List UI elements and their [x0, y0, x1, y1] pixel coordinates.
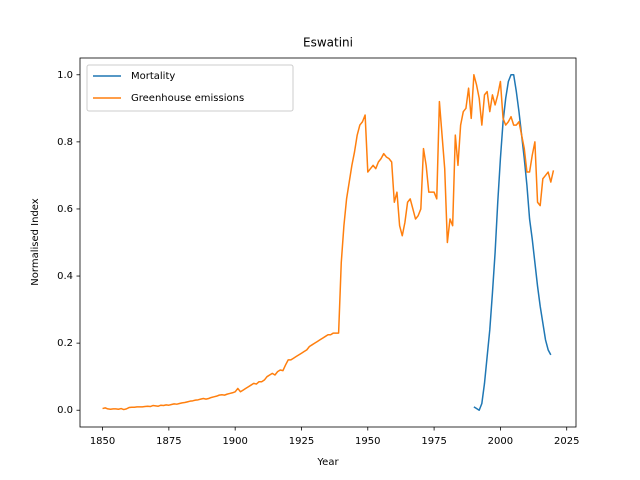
axes-frame: [79, 57, 577, 428]
x-tick-label: 2000: [488, 436, 513, 447]
x-tick-label: 2025: [554, 436, 579, 447]
x-tick-label: 1950: [355, 436, 380, 447]
x-tick-label: 1925: [289, 436, 314, 447]
y-tick-label: 0.6: [57, 204, 73, 215]
x-tick-label: 1975: [421, 436, 446, 447]
legend-label: Greenhouse emissions: [131, 93, 244, 104]
y-tick-label: 0.4: [57, 271, 73, 282]
x-tick-label: 1900: [222, 436, 247, 447]
y-axis-label: Normalised Index: [30, 198, 41, 285]
data-line: [102, 74, 555, 411]
y-tick-label: 1.0: [57, 70, 73, 81]
x-tick-label: 1875: [156, 436, 181, 447]
x-tick-label: 1850: [90, 436, 115, 447]
legend-label: Mortality: [131, 71, 175, 82]
y-tick-label: 0.2: [57, 338, 73, 349]
data-line: [473, 74, 552, 411]
x-axis-label: Year: [316, 457, 339, 468]
y-tick-label: 0.8: [57, 137, 73, 148]
chart-title: Eswatini: [303, 36, 353, 50]
legend-box: [86, 64, 294, 112]
y-tick-label: 0.0: [57, 405, 73, 416]
